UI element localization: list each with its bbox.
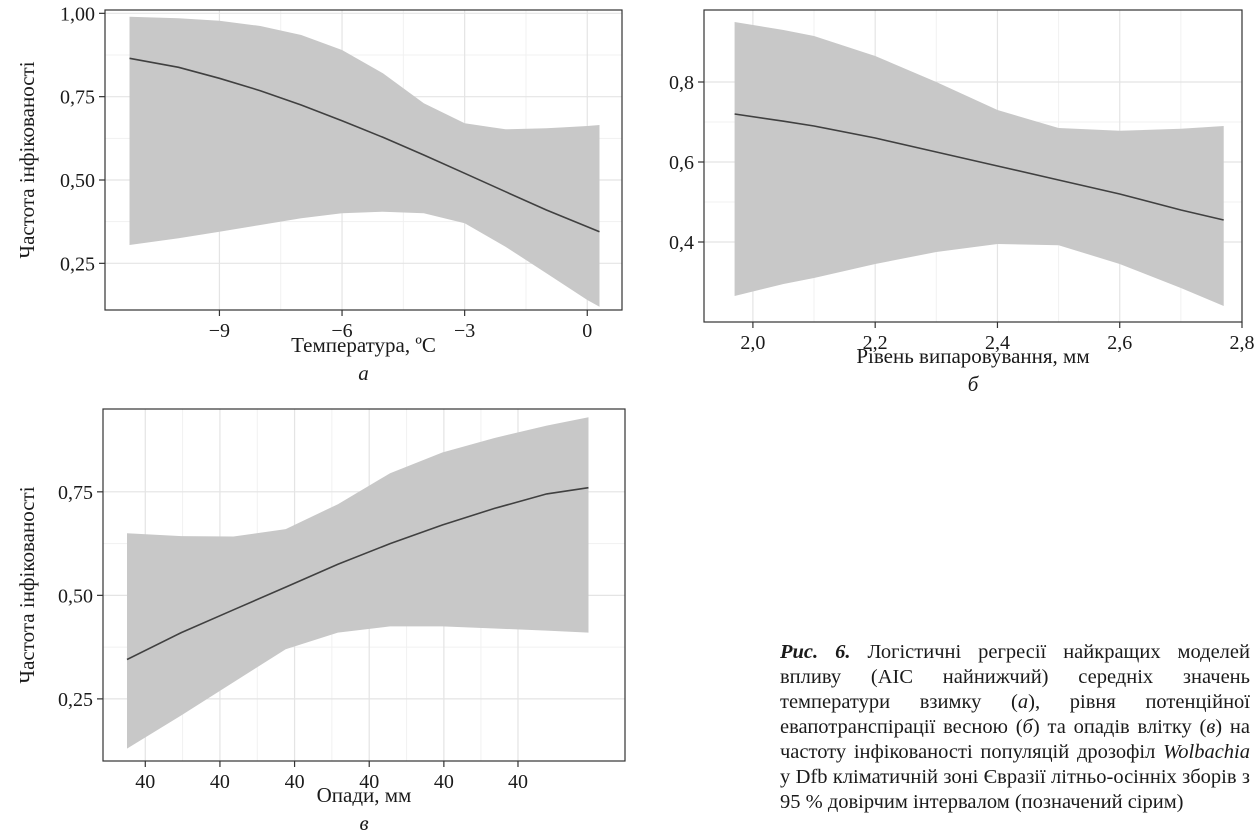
chart-panel-c: 40 40 40 40 40 40 0,25 0,50 0,75 Опади, мм Частота…	[0, 400, 640, 839]
y-tick-label: 0,25	[60, 253, 95, 275]
regression-line	[129, 57, 600, 233]
chart-c-svg: 40 40 40 40 40 40 0,25 0,50 0,75 Опади, мм Частота…	[15, 408, 626, 835]
caption-genus: Wolbachia	[1163, 741, 1250, 763]
confidence-band	[127, 417, 589, 749]
y-axis-title: Частота інфікованості	[15, 486, 39, 683]
y-tick-label: 0,50	[60, 170, 95, 192]
regression-line	[734, 113, 1224, 221]
x-tick-label: 2,2	[863, 332, 888, 354]
x-tick-label: 40	[359, 771, 379, 793]
plot-frame	[703, 9, 1243, 323]
x-tick-label: 2,0	[740, 332, 765, 354]
x-tick-label: −3	[454, 320, 475, 342]
caption-text-1: Логістичні регресії найкращих моделей вп…	[780, 641, 1250, 713]
confidence-band	[129, 16, 600, 307]
y-tick-label: 0,8	[669, 72, 694, 94]
caption-ref-b: б	[1022, 716, 1033, 738]
x-tick-label: −6	[331, 320, 352, 342]
caption-label: Рис. 6.	[780, 641, 851, 663]
x-tick-label: 40	[285, 771, 305, 793]
x-tick-label: 0	[582, 320, 592, 342]
x-tick-label: 2,6	[1107, 332, 1132, 354]
figure-caption: Рис. 6. Логістичні регресії найкращих мо…	[780, 640, 1250, 815]
caption-text-2: ), рівня потенційної евапотранспірації в…	[780, 691, 1250, 738]
x-tick-label: 40	[135, 771, 155, 793]
plot-frame	[104, 9, 623, 311]
x-tick-label: 2,4	[985, 332, 1010, 354]
y-tick-label: 0,75	[60, 87, 95, 109]
caption-ref-a: а	[1017, 691, 1029, 713]
chart-panel-b: 2,0 2,2 2,4 2,6 2,8 0,4 0,6 0,8 Рівень випаровув…	[640, 0, 1260, 400]
x-axis-title: Температура, ºC	[291, 333, 436, 357]
caption-text-4: ) на частоту інфікованості популяцій дро…	[780, 716, 1250, 763]
y-tick-label: 0,25	[58, 689, 93, 711]
x-axis-title: Опади, мм	[317, 783, 412, 807]
y-tick-label: 1,00	[60, 3, 95, 25]
caption-text-5: у Dfb кліматичній зоні Євразії літньо-ос…	[780, 766, 1250, 813]
x-axis-title: Рівень випаровування, мм	[856, 344, 1089, 368]
chart-panel-a: −9 −6 −3 0 0,25 0,50 0,75 1,00 Температура, ºC Ча…	[0, 0, 640, 400]
y-axis-title: Частота інфікованості	[15, 61, 39, 258]
y-tick-label: 0,4	[669, 232, 694, 254]
plot-frame	[102, 408, 626, 762]
x-tick-label: −9	[209, 320, 230, 342]
y-tick-label: 0,6	[669, 152, 694, 174]
y-tick-label: 0,50	[58, 585, 93, 607]
chart-a-svg: −9 −6 −3 0 0,25 0,50 0,75 1,00 Температура, ºC Ча…	[15, 3, 623, 385]
x-tick-label: 2,8	[1230, 332, 1255, 354]
x-tick-label: 40	[434, 771, 454, 793]
chart-b-svg: 2,0 2,2 2,4 2,6 2,8 0,4 0,6 0,8 Рівень випаровув…	[669, 9, 1255, 396]
panel-letter: в	[359, 811, 368, 835]
y-tick-label: 0,75	[58, 482, 93, 504]
caption-text-3: ) та опадів влітку (	[1032, 716, 1207, 738]
confidence-band	[734, 22, 1224, 306]
regression-line	[126, 486, 589, 661]
panel-letter: а	[358, 361, 369, 385]
x-tick-label: 40	[210, 771, 230, 793]
x-tick-label: 40	[508, 771, 528, 793]
caption-ref-c: в	[1206, 716, 1216, 738]
panel-letter: б	[968, 372, 980, 396]
